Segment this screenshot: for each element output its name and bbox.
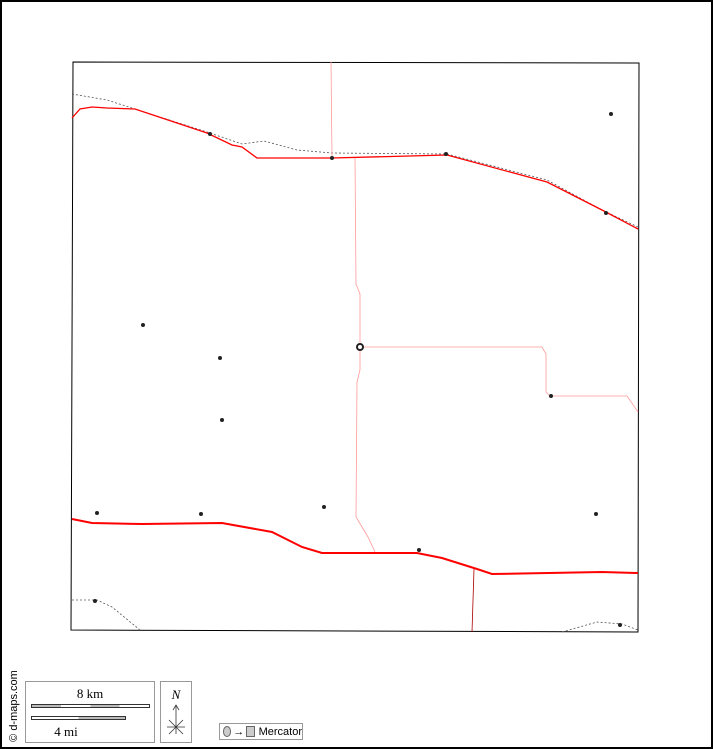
road-south-vertical	[471, 568, 475, 633]
scale-bar: 8 km 4 mi	[25, 681, 155, 743]
town-dot	[417, 548, 421, 552]
town-dot	[604, 211, 608, 215]
major-road-north	[71, 106, 639, 230]
scale-mi-bar	[31, 716, 126, 720]
projection-badge: → Mercator	[219, 723, 303, 740]
town-dot	[549, 394, 553, 398]
town-dot	[444, 152, 448, 156]
copyright-credit: © d-maps.com	[8, 670, 20, 742]
town-dot	[594, 512, 598, 516]
minor-road-central	[354, 157, 376, 553]
town-dot	[93, 599, 97, 603]
minor-road-north	[330, 61, 333, 159]
projection-label: Mercator	[258, 725, 302, 738]
town-dot	[199, 512, 203, 516]
towns	[93, 112, 622, 627]
town-dot	[220, 418, 224, 422]
town-dot	[322, 505, 326, 509]
town-dot	[95, 511, 99, 515]
compass-icon	[167, 704, 185, 735]
scale-km-bar	[31, 704, 150, 708]
boundary-top	[71, 93, 639, 228]
north-label: N	[171, 687, 181, 702]
globe-icon	[223, 726, 232, 737]
capital-marker	[356, 343, 364, 351]
boundary-bottom-left	[72, 599, 141, 631]
boundary-bottom-right	[561, 621, 639, 633]
scale-mi-label: 4 mi	[54, 724, 78, 739]
minor-road-east	[360, 346, 639, 413]
town-dot	[609, 112, 613, 116]
flat-map-icon	[246, 726, 255, 737]
town-dot	[330, 156, 334, 160]
scale-km-label: 8 km	[76, 686, 104, 701]
town-dot	[618, 623, 622, 627]
town-dot	[218, 356, 222, 360]
north-arrow: N	[160, 681, 192, 743]
town-dot	[141, 323, 145, 327]
town-dot	[208, 132, 212, 136]
major-road-south	[71, 518, 639, 576]
map-frame	[70, 61, 640, 633]
arrow-icon: →	[233, 725, 245, 738]
